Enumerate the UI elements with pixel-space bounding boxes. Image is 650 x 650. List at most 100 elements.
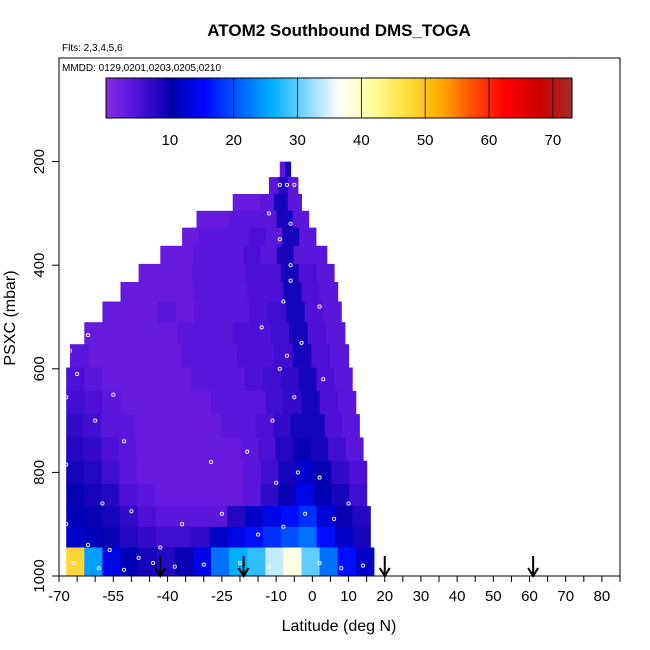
heatmap-cell <box>280 367 300 392</box>
heatmap-cell <box>270 322 290 345</box>
heatmap-cell <box>260 245 278 265</box>
heatmap-cell <box>287 194 302 212</box>
sample-point <box>129 509 134 514</box>
heatmap-cell <box>102 506 121 528</box>
colorbar-tick-label: 50 <box>417 132 434 149</box>
heatmap-cell <box>307 414 326 438</box>
x-tick-label: -25 <box>211 588 233 605</box>
heatmap-cell <box>204 414 222 438</box>
heatmap-cell <box>187 414 205 438</box>
heatmap-cell <box>66 526 85 548</box>
heatmap-cell <box>301 390 321 415</box>
heatmap-cell <box>177 245 195 265</box>
heatmap-cell <box>154 460 173 485</box>
heatmap-cell <box>191 263 211 283</box>
heatmap-cell <box>107 344 127 368</box>
heatmap-cell <box>349 460 368 485</box>
heatmap-cell <box>211 282 230 302</box>
sample-point <box>75 371 80 377</box>
sample-point <box>292 182 297 187</box>
heatmap-cell <box>334 526 353 548</box>
heatmap-cell <box>255 344 275 368</box>
heatmap-cell <box>211 547 230 577</box>
heatmap-cell <box>192 547 212 577</box>
sample-point <box>208 459 214 465</box>
heatmap-cell <box>155 526 175 548</box>
heatmap-cell <box>121 322 141 345</box>
heatmap-cell <box>101 437 120 462</box>
heatmap-cell <box>66 437 85 462</box>
heatmap-cell <box>120 390 140 415</box>
sample-point <box>201 562 206 567</box>
heatmap-cell <box>278 177 289 195</box>
sample-point <box>107 548 112 553</box>
heatmap-cell <box>84 390 103 415</box>
heatmap-cell <box>337 547 357 577</box>
x-axis: -70 -55 -40 -25 -10 0 10 20 30 40 50 60 70 80 <box>48 575 621 605</box>
heatmap-cell <box>307 322 327 345</box>
colorbar-tick-label: 60 <box>481 132 498 149</box>
heatmap-cell <box>155 506 175 528</box>
heatmap-cell <box>194 301 214 323</box>
heatmap-cell <box>280 263 300 283</box>
heatmap-cell <box>247 282 266 302</box>
heatmap-cell <box>119 484 138 507</box>
sample-point <box>100 501 105 506</box>
heatmap-cell <box>192 390 212 415</box>
heatmap-cell <box>210 245 228 265</box>
sample-point <box>122 567 127 572</box>
heatmap-cell <box>352 506 371 528</box>
sample-point <box>71 560 76 566</box>
heatmap-cell <box>135 414 153 438</box>
heatmap-cell <box>310 245 328 265</box>
heatmap-cell <box>84 547 103 577</box>
sample-point <box>339 566 344 571</box>
x-tick-label: -55 <box>102 588 124 605</box>
heatmap-cell <box>144 344 164 368</box>
heatmap-cell <box>279 161 286 178</box>
sample-point <box>288 278 293 283</box>
y-axis-label: PSXC (mbar) <box>2 270 19 365</box>
x-tick-label: 80 <box>594 588 611 605</box>
x-tick-label: 50 <box>485 588 502 605</box>
sample-point <box>93 418 98 423</box>
heatmap-cell <box>171 437 189 462</box>
sample-point <box>295 470 300 475</box>
heatmap-cell <box>228 210 246 229</box>
heatmap-cell <box>152 414 171 438</box>
heatmap-cell <box>138 282 158 302</box>
heatmap-cell <box>212 301 232 323</box>
heatmap-cell <box>280 506 300 528</box>
y-tick-label: 1000 <box>31 559 48 592</box>
heatmap-cell <box>331 484 350 507</box>
colorbar-tick-label: 10 <box>161 132 178 149</box>
sample-point <box>277 366 282 371</box>
heatmap-cell <box>242 484 262 507</box>
sample-point <box>292 395 297 400</box>
heatmap-cell <box>290 414 309 438</box>
heatmap-cell <box>233 322 253 345</box>
heatmap-cell <box>196 210 213 229</box>
heatmap-cell <box>209 526 228 548</box>
sample-point <box>317 560 322 566</box>
heatmap-cell <box>218 344 238 368</box>
heatmap-cell <box>319 282 339 302</box>
heatmap-cell <box>240 437 259 462</box>
sample-point <box>64 522 69 527</box>
heatmap-cell <box>120 282 140 302</box>
heatmap-cell <box>211 390 230 415</box>
sample-point <box>259 325 264 330</box>
sample-point <box>284 353 290 358</box>
sample-point <box>288 221 293 226</box>
heatmap-cell <box>268 177 280 195</box>
heatmap-cell <box>285 161 292 178</box>
sample-point <box>151 560 156 566</box>
heatmap-cell <box>244 367 264 392</box>
heatmap-cell <box>173 526 192 548</box>
heatmap-cell <box>83 414 102 438</box>
heatmap-cell <box>102 367 121 392</box>
sample-point <box>277 182 282 187</box>
heatmap-cell <box>286 301 306 323</box>
heatmap-cell <box>125 344 145 368</box>
heatmap-cell <box>198 227 216 247</box>
